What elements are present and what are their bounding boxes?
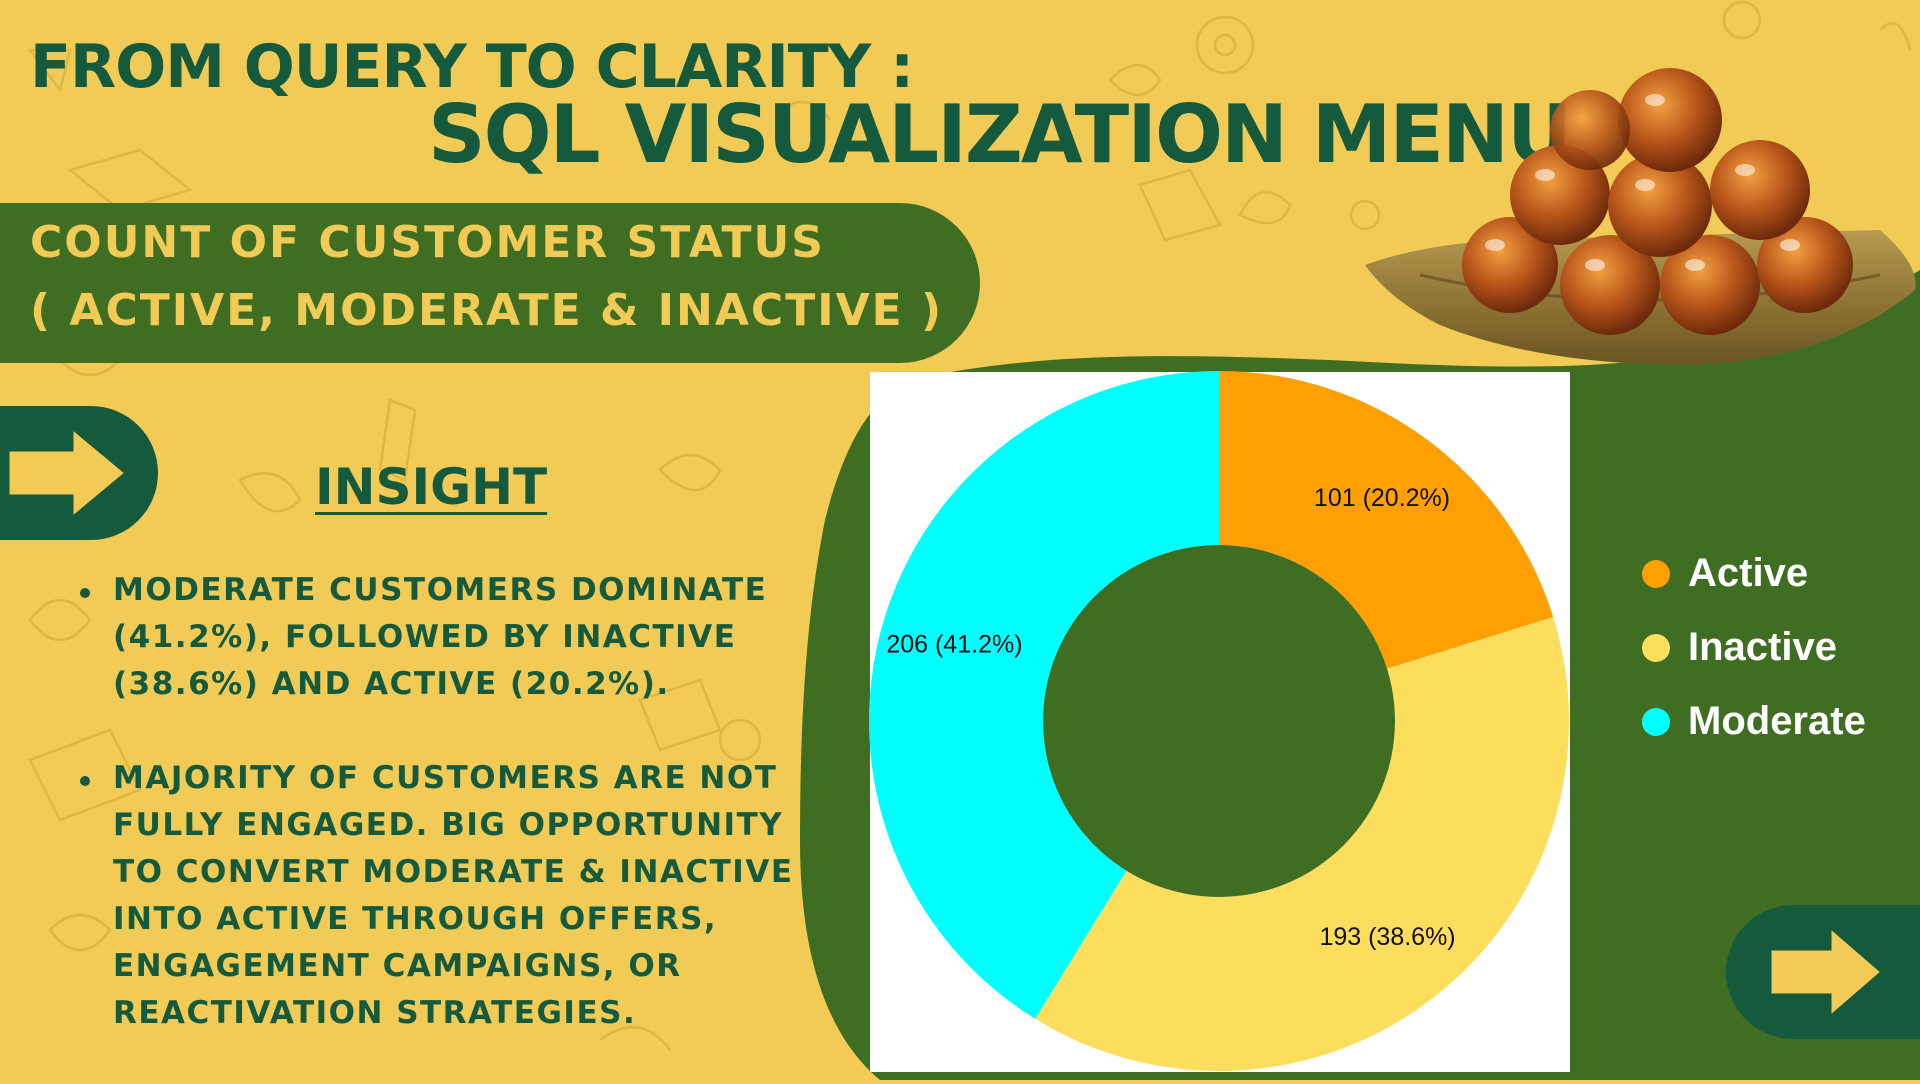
legend-item-moderate: Moderate [1638, 696, 1866, 770]
arrow-right-icon [6, 424, 129, 522]
banner-line-2: ( ACTIVE, MODERATE & INACTIVE ) [30, 285, 944, 336]
slice-label-inactive: 193 (38.6%) [1319, 923, 1455, 951]
insight-list: MODERATE CUSTOMERS DOMINATE (41.2%), FOL… [78, 567, 798, 1084]
legend-label-active: Active [1688, 551, 1809, 595]
arrow-right-icon [1768, 923, 1885, 1021]
next-slide-button[interactable] [1726, 905, 1920, 1039]
chart-subject-banner: COUNT OF CUSTOMER STATUS ( ACTIVE, MODER… [0, 203, 980, 363]
title-line-1: FROM QUERY TO CLARITY : [30, 32, 914, 102]
legend-item-active: Active [1638, 548, 1866, 622]
legend-swatch-moderate [1642, 708, 1670, 736]
slice-label-active: 101 (20.2%) [1314, 484, 1450, 512]
insight-point: MAJORITY OF CUSTOMERS ARE NOT FULLY ENGA… [78, 755, 798, 1037]
chart-legend: Active Inactive Moderate [1638, 548, 1866, 770]
donut-slice-active [1219, 371, 1554, 669]
donut-hole [1043, 545, 1395, 897]
slice-label-moderate: 206 (41.2%) [886, 631, 1022, 659]
insight-point: MODERATE CUSTOMERS DOMINATE (41.2%), FOL… [78, 567, 798, 708]
bullet-icon [80, 588, 90, 598]
donut-slice-inactive [1035, 617, 1569, 1071]
legend-swatch-inactive [1642, 634, 1670, 662]
legend-item-inactive: Inactive [1638, 622, 1866, 696]
previous-slide-button[interactable] [0, 406, 158, 540]
insight-heading: INSIGHT [315, 458, 548, 516]
gulab-jamun-plate-image [1365, 68, 1916, 365]
donut-slice-moderate [868, 371, 1219, 1019]
bullet-icon [80, 776, 90, 786]
legend-label-moderate: Moderate [1688, 699, 1866, 743]
title-line-2: SQL VISUALIZATION MENU [428, 88, 1572, 181]
insight-point-text: MODERATE CUSTOMERS DOMINATE (41.2%), FOL… [113, 572, 768, 702]
insight-point-text: MAJORITY OF CUSTOMERS ARE NOT FULLY ENGA… [113, 760, 794, 1031]
banner-line-1: COUNT OF CUSTOMER STATUS [30, 217, 825, 268]
legend-label-inactive: Inactive [1688, 625, 1837, 669]
legend-swatch-active [1642, 560, 1670, 588]
